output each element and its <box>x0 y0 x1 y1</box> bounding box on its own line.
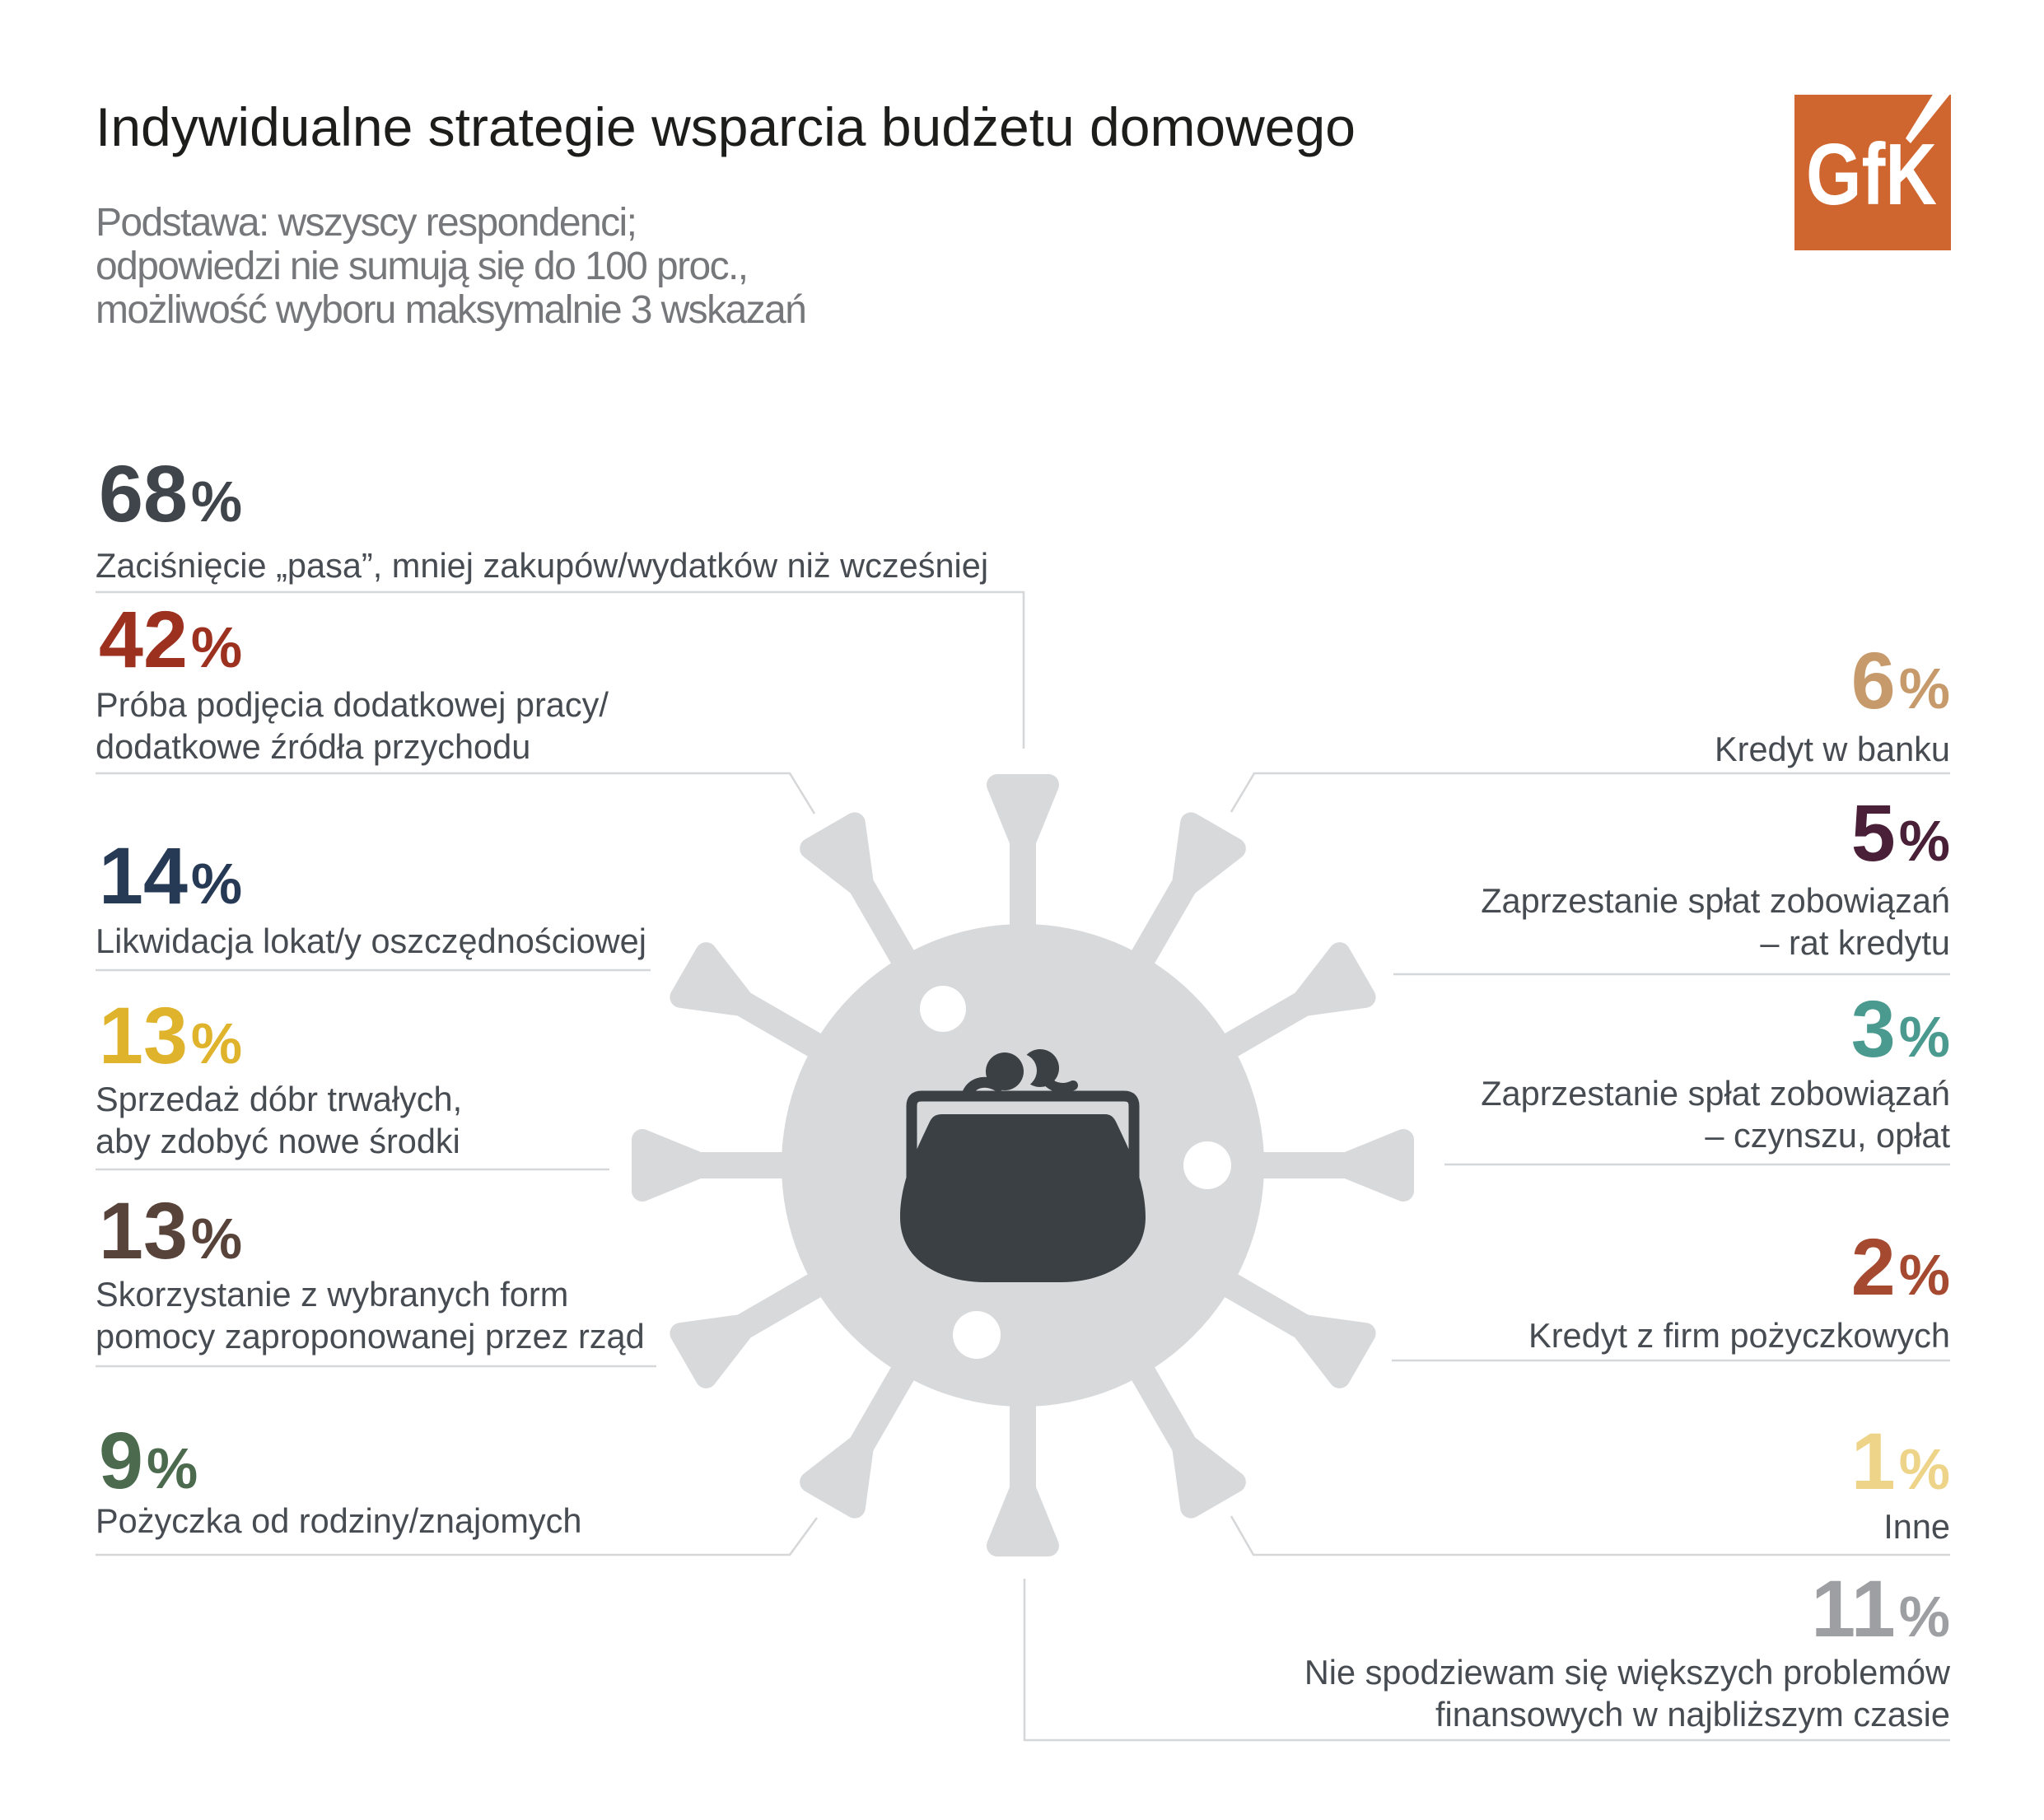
svg-text:GfK: GfK <box>1806 126 1937 223</box>
